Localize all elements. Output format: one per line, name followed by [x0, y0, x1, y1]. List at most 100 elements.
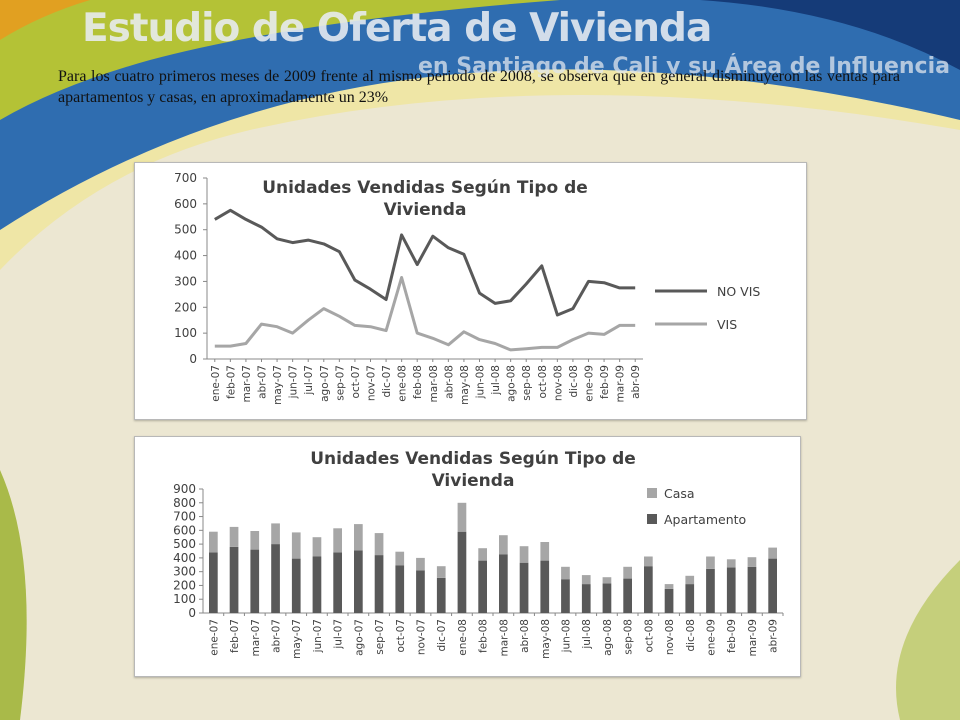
bar-apartamento: [499, 554, 508, 613]
x-tick-label: ene-09: [706, 619, 718, 656]
bar-casa: [374, 533, 384, 556]
x-tick-label: ene-08: [457, 619, 469, 656]
x-tick-label: abr-07: [257, 365, 269, 399]
y-tick-label: 600: [174, 197, 197, 211]
bar-apartamento: [602, 583, 612, 613]
x-tick-label: abr-08: [519, 619, 531, 653]
x-tick-label: oct-08: [537, 365, 549, 398]
legend-label: Casa: [664, 486, 695, 501]
bar-apartamento: [519, 562, 529, 613]
line-chart-units-sold: Unidades Vendidas Según Tipo de Vivienda 0…: [134, 162, 807, 420]
x-tick-label: mar-08: [498, 619, 510, 656]
bar-apartamento: [209, 552, 218, 613]
bar-casa: [312, 537, 322, 557]
bar-casa: [768, 547, 777, 559]
bar-casa: [457, 502, 467, 532]
bar-apartamento: [581, 584, 591, 613]
x-tick-label: ago-08: [506, 365, 518, 402]
x-tick-label: jul-08: [581, 619, 593, 650]
y-tick-label: 400: [173, 551, 196, 565]
bar-apartamento: [291, 558, 301, 613]
bar-apartamento: [478, 560, 487, 613]
bar-apartamento: [664, 588, 674, 613]
x-tick-label: abr-07: [271, 619, 283, 653]
x-tick-label: jun-07: [312, 619, 324, 653]
x-tick-label: jul-07: [303, 365, 315, 396]
chart-title: Unidades Vendidas Según Tipo de: [262, 178, 588, 198]
legend-swatch: [647, 488, 657, 498]
x-tick-label: mar-09: [615, 365, 627, 402]
bar-casa: [271, 523, 280, 545]
x-tick-label: dic-07: [436, 619, 448, 652]
bar-apartamento: [706, 568, 715, 613]
x-tick-label: abr-09: [630, 365, 642, 399]
bar-casa: [229, 526, 239, 547]
bar-casa: [519, 546, 529, 563]
y-tick-label: 100: [174, 326, 197, 340]
x-tick-label: nov-08: [664, 619, 676, 655]
x-tick-label: ene-09: [584, 365, 596, 402]
slide-subtitle: en Santiago de Cali y su Área de Influen…: [418, 54, 950, 79]
chart-title: Vivienda: [432, 471, 515, 491]
x-tick-label: mar-07: [250, 619, 262, 656]
bar-apartamento: [271, 544, 280, 613]
x-tick-label: may-07: [272, 365, 284, 405]
bar-casa: [540, 542, 550, 561]
bar-casa: [602, 577, 612, 584]
y-tick-label: 600: [173, 523, 196, 537]
x-tick-label: mar-07: [241, 365, 253, 402]
bar-casa: [478, 548, 487, 561]
bar-apartamento: [726, 567, 736, 613]
chart-title: Vivienda: [384, 200, 467, 220]
x-tick-label: dic-07: [381, 365, 393, 398]
x-tick-label: may-08: [459, 365, 471, 405]
bar-casa: [209, 531, 218, 553]
bar-casa: [623, 566, 632, 579]
bar-casa: [416, 557, 425, 571]
x-tick-label: nov-07: [416, 619, 428, 655]
x-tick-label: sep-07: [334, 365, 346, 401]
bar-casa: [250, 531, 260, 550]
bar-casa: [726, 559, 736, 568]
bar-apartamento: [685, 584, 695, 613]
bar-apartamento: [623, 578, 632, 613]
x-tick-label: ago-08: [602, 619, 614, 656]
x-tick-label: jun-08: [561, 619, 573, 653]
x-tick-label: jun-07: [288, 365, 300, 399]
x-tick-label: abr-09: [768, 619, 780, 653]
x-tick-label: feb-08: [412, 365, 424, 399]
bar-casa: [561, 566, 570, 580]
slide-title: Estudio de Oferta de Vivienda: [82, 6, 712, 51]
bar-apartamento: [374, 555, 384, 613]
bar-apartamento: [312, 556, 322, 613]
bar-casa: [644, 556, 653, 567]
legend-label: Apartamento: [664, 512, 746, 527]
x-tick-label: feb-09: [599, 365, 611, 399]
bar-apartamento: [768, 558, 777, 613]
y-tick-label: 700: [174, 171, 197, 185]
x-tick-label: sep-08: [623, 619, 635, 655]
bar-apartamento: [457, 531, 467, 613]
x-tick-label: jun-08: [475, 365, 487, 399]
bar-casa: [706, 556, 715, 569]
bar-apartamento: [395, 565, 405, 613]
x-tick-label: ago-07: [353, 619, 365, 656]
y-tick-label: 700: [173, 510, 196, 524]
x-tick-label: sep-08: [521, 365, 533, 401]
y-tick-label: 800: [173, 496, 196, 510]
x-tick-label: feb-08: [478, 619, 490, 653]
bar-casa: [354, 524, 363, 551]
x-tick-label: ene-07: [208, 619, 220, 656]
y-tick-label: 200: [173, 578, 196, 592]
x-tick-label: dic-08: [685, 619, 697, 652]
x-tick-label: ene-07: [210, 365, 222, 402]
legend-label: VIS: [717, 317, 737, 332]
bar-apartamento: [416, 570, 425, 613]
x-tick-label: sep-07: [374, 619, 386, 655]
bar-apartamento: [354, 550, 363, 613]
bar-apartamento: [644, 566, 653, 613]
bar-apartamento: [436, 577, 446, 613]
bar-apartamento: [540, 560, 550, 613]
bar-casa: [333, 528, 342, 553]
